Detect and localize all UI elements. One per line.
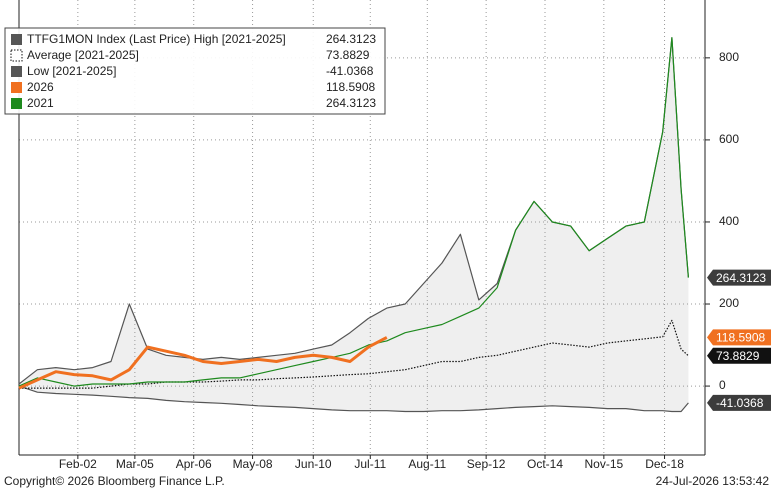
legend-value: 264.3123 [326, 96, 376, 110]
legend-label: 2026 [27, 80, 54, 94]
value-tag [707, 347, 771, 364]
value-tag [707, 269, 771, 286]
legend-swatch [11, 98, 22, 109]
x-tick-label: Apr-06 [176, 457, 212, 471]
x-tick-label: Nov-15 [585, 457, 624, 471]
x-tick-label: Oct-14 [527, 457, 563, 471]
y-tick-label: 600 [719, 132, 739, 146]
y-tick-label: 0 [719, 378, 726, 392]
legend-label: Low [2021-2025] [27, 64, 116, 78]
y-tick-label: 800 [719, 50, 739, 64]
value-tag [707, 329, 771, 346]
timestamp: 24-Jul-2026 13:53:42 [656, 474, 770, 488]
legend-value: -41.0368 [326, 64, 374, 78]
series-line [18, 37, 689, 387]
legend-value: 264.3123 [326, 32, 376, 46]
legend-box [4, 27, 386, 115]
legend-value: 118.5908 [326, 80, 375, 94]
legend-value: 73.8829 [326, 48, 370, 62]
copyright: Copyright© 2026 Bloomberg Finance L.P. [4, 474, 225, 488]
x-tick-label: Jun-10 [295, 457, 332, 471]
x-tick-label: Mar-05 [116, 457, 154, 471]
x-tick-label: May-08 [233, 457, 273, 471]
value-tag [707, 394, 771, 411]
x-tick-label: Jul-11 [354, 457, 386, 471]
range-band [19, 37, 689, 412]
legend-swatch [11, 34, 22, 45]
legend-label: Average [2021-2025] [27, 48, 139, 62]
legend-label: 2021 [27, 96, 54, 110]
x-tick-label: Dec-18 [645, 457, 684, 471]
legend-swatch [11, 82, 22, 93]
value-tag-label: 73.8829 [716, 349, 760, 363]
series-line [18, 385, 689, 413]
x-tick-label: Sep-12 [467, 457, 506, 471]
y-tick-label: 400 [719, 214, 739, 228]
legend-swatch [10, 49, 23, 62]
x-tick-label: Aug-11 [408, 457, 446, 471]
value-tag-label: 264.3123 [716, 271, 766, 285]
legend: TTFG1MON Index (Last Price) High [2021-2… [4, 27, 386, 115]
value-tag-label: -41.0368 [716, 396, 764, 410]
x-tick-label: Feb-02 [59, 457, 97, 471]
legend-label: TTFG1MON Index (Last Price) High [2021-2… [27, 32, 286, 46]
series-line [18, 336, 388, 390]
legend-swatch [11, 66, 22, 77]
value-tag-label: 118.5908 [716, 331, 765, 345]
y-tick-label: 200 [719, 296, 739, 310]
